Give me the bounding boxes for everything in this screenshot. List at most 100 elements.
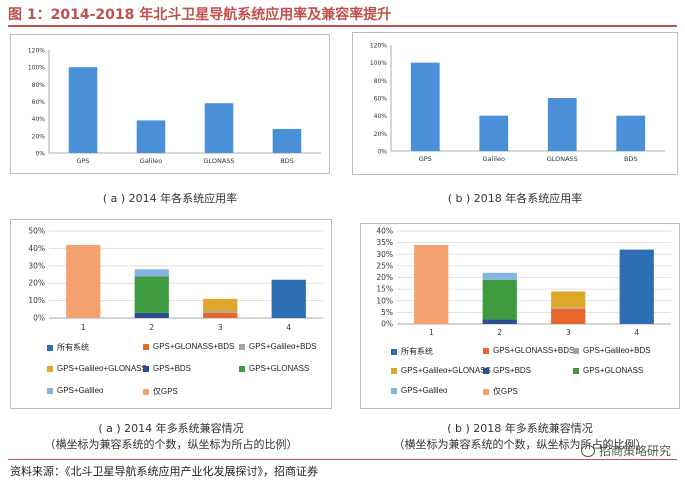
legend-swatch [391,387,397,394]
legend-item: 仅GPS [483,386,518,397]
legend-label: 所有系统 [57,343,89,352]
bar-segment [551,307,586,309]
x-tick-label: BDS [624,155,638,163]
bar-segment [134,276,169,313]
wechat-icon [580,444,595,457]
y-tick-label: 100% [28,65,45,72]
bar-segment [551,291,586,308]
legend-label: GPS+BDS [493,366,532,375]
x-tick-label: GLONASS [203,157,234,165]
bar-segment [134,269,169,277]
y-tick-label: 60% [374,96,388,103]
legend-item: GPS+GLONASS+BDS [483,346,574,355]
y-tick-label: 120% [28,48,45,55]
bar-galileo [479,115,509,151]
x-tick-label: 4 [634,328,639,337]
legend-item: GPS+GLONASS [573,366,643,375]
y-tick-label: 30% [376,250,393,259]
legend-swatch [391,367,397,374]
legend-item: GPS+Galileo+GLONASS [391,366,491,375]
legend-swatch [483,388,489,395]
legend-item: GPS+Galileo+BDS [573,346,651,355]
x-tick-label: 3 [218,323,223,332]
legend-label: GPS+Galileo+GLONASS [57,364,147,373]
bar-segment [203,311,238,313]
bar-segment [271,279,306,318]
legend-swatch [47,387,53,394]
legend-item: GPS+BDS [143,364,191,373]
x-tick-label: 1 [429,328,434,337]
legend-label: 仅GPS [153,387,178,396]
legend-swatch [483,347,489,354]
x-tick-label: 2 [497,328,502,337]
bar-glonass [547,98,577,151]
chart-2014-compat: 0% 10% 20% 30% 40% 50% 1 2 3 4 [28,227,323,332]
x-tick-label: BDS [280,157,294,165]
legend-label: GPS+BDS [153,364,192,373]
caption-2014-usage: ( a ) 2014 年各系统应用率 [102,192,238,205]
bar-glonass [204,103,234,153]
bar-galileo [136,120,166,153]
y-tick-label: 35% [376,238,393,247]
x-tick-label: 4 [286,323,291,332]
y-tick-label: 0% [35,151,45,158]
y-tick-label: 40% [376,227,393,236]
y-tick-label: 20% [28,279,45,288]
legend-label: GPS+GLONASS+BDS [493,346,575,355]
legend-swatch [47,365,53,372]
bar-gps [68,67,98,153]
y-tick-label: 40% [374,113,388,120]
bar-segment [482,279,517,320]
bar-bds [616,115,646,151]
y-tick-label: 80% [374,78,388,85]
bar-segment [414,244,449,324]
y-tick-label: 0% [377,149,387,156]
legend-label: GPS+Galileo+BDS [583,346,651,355]
x-tick-label: 2 [149,323,154,332]
legend-item: GPS+GLONASS+BDS [143,342,234,351]
y-tick-label: 25% [376,261,393,270]
bar-segment [482,319,517,324]
bar-segment [619,249,654,324]
bar-segment [134,312,169,318]
bottom-rule [8,459,677,460]
legend-2014-compat: 所有系统 GPS+GLONASS+BDS GPS+Galileo+BDS GPS+Ga… [11,338,333,410]
legend-swatch [573,347,579,354]
legend-label: 仅GPS [493,387,518,396]
chart-panel-2014-compat: 0% 10% 20% 30% 40% 50% 1 2 3 4 所有系统 GPS+GLONASS+BD… [10,219,332,409]
legend-label: 所有系统 [401,347,433,356]
legend-swatch [239,365,245,372]
chart-2014-usage: 0% 20% 40% 60% 80% 100% 120% GPS Galileo GLONASS B… [28,48,321,165]
legend-label: GPS+GLONASS+BDS [153,342,235,351]
caption-2014-compat-note: （横坐标为兼容系统的个数，纵坐标为所占的比例） [44,438,298,451]
legend-swatch [143,365,149,372]
chart-2018-compat: 0% 5% 10% 15% 20% 25% 30% 35% 40% 1 2 3 4 [376,227,671,337]
legend-swatch [573,367,579,374]
legend-item: GPS+Galileo+BDS [239,342,317,351]
legend-swatch [483,367,489,374]
y-tick-label: 30% [28,261,45,270]
caption-2018-usage: ( b ) 2018 年各系统应用率 [447,192,583,205]
chart-2018-usage: 0% 20% 40% 60% 80% 100% 120% GPS Galileo GLONASS B… [370,43,665,163]
x-tick-label: GPS [419,155,432,163]
legend-item: 所有系统 [391,346,433,357]
y-tick-label: 50% [28,227,45,236]
y-tick-label: 120% [370,43,387,50]
y-tick-label: 15% [376,285,393,294]
legend-swatch [391,348,397,355]
legend-label: GPS+GLONASS [583,366,644,375]
x-tick-label: Galileo [140,157,162,165]
y-tick-label: 10% [376,296,393,305]
watermark-text: 招商策略研究 [598,444,671,458]
y-tick-label: 40% [32,116,46,123]
y-tick-label: 20% [374,131,388,138]
y-tick-label: 0% [33,314,45,323]
legend-swatch [239,343,245,350]
x-tick-label: 3 [566,328,571,337]
y-tick-label: 40% [28,244,45,253]
caption-2018-compat-title: ( b ) 2018 年多系统兼容情况 [447,422,593,435]
y-tick-label: 20% [32,133,46,140]
bar-segment [482,272,517,280]
legend-label: GPS+GLONASS [249,364,310,373]
legend-swatch [143,343,149,350]
